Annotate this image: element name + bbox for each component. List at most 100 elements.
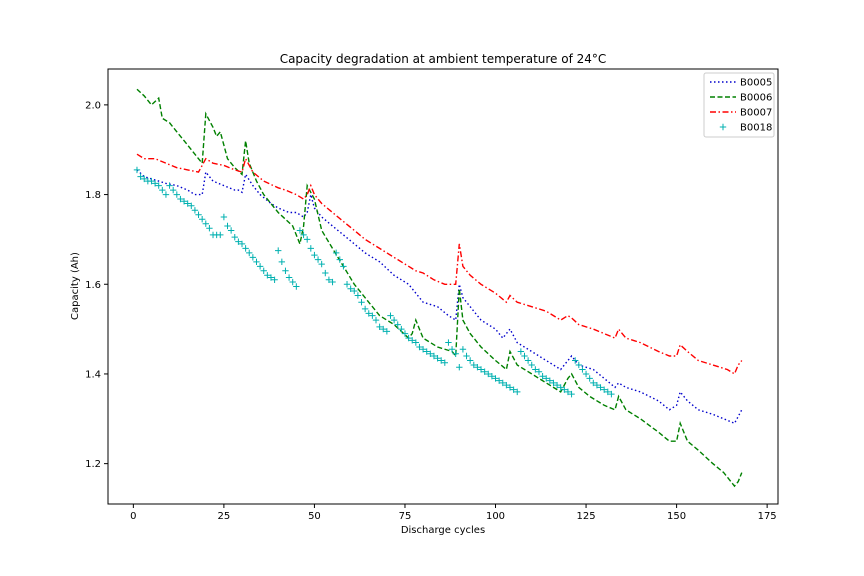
data-point bbox=[137, 173, 144, 180]
data-point bbox=[604, 388, 611, 396]
data-point bbox=[369, 312, 376, 319]
data-point bbox=[383, 328, 391, 335]
data-point bbox=[231, 233, 238, 241]
data-point bbox=[546, 377, 554, 384]
data-point bbox=[325, 276, 333, 283]
data-point bbox=[405, 334, 412, 342]
data-point bbox=[492, 375, 499, 382]
data-point bbox=[220, 213, 228, 221]
series-b0018 bbox=[133, 166, 615, 398]
data-point bbox=[162, 191, 170, 198]
data-point bbox=[412, 339, 420, 346]
series-line bbox=[136, 153, 743, 375]
data-point bbox=[561, 386, 568, 393]
data-point bbox=[282, 267, 289, 275]
data-point bbox=[361, 305, 369, 313]
data-point bbox=[184, 200, 191, 207]
data-point bbox=[380, 325, 387, 333]
data-point bbox=[597, 384, 604, 391]
data-point bbox=[351, 287, 358, 295]
chart-title: Capacity degradation at ambient temperat… bbox=[280, 52, 607, 66]
data-point bbox=[275, 247, 282, 254]
data-point bbox=[503, 381, 510, 389]
data-point bbox=[590, 379, 597, 387]
data-point bbox=[249, 254, 257, 261]
x-tick-label: 175 bbox=[758, 511, 777, 522]
data-point bbox=[524, 357, 532, 364]
data-point bbox=[256, 263, 264, 270]
data-point bbox=[430, 352, 438, 360]
data-point bbox=[485, 370, 492, 378]
data-point bbox=[466, 357, 474, 364]
data-point bbox=[398, 325, 405, 333]
data-point bbox=[608, 390, 615, 398]
data-point bbox=[253, 258, 260, 266]
data-point bbox=[506, 384, 514, 391]
data-point bbox=[347, 285, 354, 292]
x-tick-label: 0 bbox=[130, 511, 136, 522]
data-point bbox=[528, 361, 535, 369]
data-point bbox=[148, 177, 155, 185]
data-point bbox=[394, 321, 401, 328]
data-point bbox=[441, 359, 449, 366]
data-point bbox=[532, 366, 539, 373]
y-tick-label: 1.6 bbox=[85, 280, 101, 291]
data-point bbox=[293, 283, 300, 290]
data-point bbox=[169, 186, 177, 194]
data-point bbox=[582, 370, 590, 378]
data-point bbox=[235, 238, 242, 245]
x-tick-label: 150 bbox=[667, 511, 686, 522]
data-point bbox=[579, 366, 586, 373]
x-tick-label: 75 bbox=[399, 511, 412, 522]
data-point bbox=[358, 298, 365, 306]
data-point bbox=[166, 182, 173, 189]
data-point bbox=[285, 274, 293, 281]
data-point bbox=[246, 249, 253, 257]
data-point bbox=[365, 310, 372, 317]
data-point bbox=[437, 357, 445, 364]
data-point bbox=[510, 386, 517, 393]
data-point bbox=[271, 276, 278, 283]
data-point bbox=[260, 267, 267, 275]
data-point bbox=[564, 388, 572, 396]
data-point bbox=[198, 216, 206, 223]
y-axis-label: Capacity (Ah) bbox=[70, 252, 81, 320]
y-tick-label: 1.4 bbox=[85, 369, 101, 380]
data-point bbox=[264, 272, 271, 279]
data-point bbox=[376, 323, 383, 331]
data-point bbox=[593, 381, 601, 389]
data-point bbox=[242, 245, 249, 252]
legend-box bbox=[703, 72, 775, 138]
x-tick-label: 25 bbox=[218, 511, 231, 522]
plot-area bbox=[133, 88, 743, 488]
y-tick-label: 1.2 bbox=[85, 459, 101, 470]
x-tick-label: 125 bbox=[577, 511, 596, 522]
data-point bbox=[311, 251, 318, 259]
data-point bbox=[332, 249, 340, 257]
data-point bbox=[477, 366, 485, 373]
data-point bbox=[517, 348, 525, 355]
data-point bbox=[409, 337, 416, 344]
data-point bbox=[474, 364, 481, 371]
data-point bbox=[191, 207, 199, 214]
data-point bbox=[318, 260, 325, 268]
legend-label: B0005 bbox=[740, 78, 772, 89]
data-point bbox=[224, 222, 231, 230]
x-tick-label: 50 bbox=[308, 511, 321, 522]
data-point bbox=[188, 202, 195, 209]
data-point bbox=[343, 281, 351, 288]
data-point bbox=[448, 346, 456, 353]
legend-marker bbox=[719, 123, 727, 131]
data-point bbox=[151, 180, 159, 187]
data-point bbox=[314, 256, 322, 263]
data-point bbox=[539, 372, 546, 380]
data-point bbox=[521, 352, 528, 360]
data-point bbox=[173, 191, 181, 198]
data-point bbox=[575, 361, 583, 369]
data-point bbox=[514, 388, 521, 396]
data-point bbox=[227, 227, 235, 234]
series-line bbox=[136, 169, 743, 425]
data-point bbox=[195, 211, 202, 218]
data-point bbox=[387, 312, 394, 319]
legend: B0005 B0006 B0007 B0018 bbox=[703, 72, 775, 138]
